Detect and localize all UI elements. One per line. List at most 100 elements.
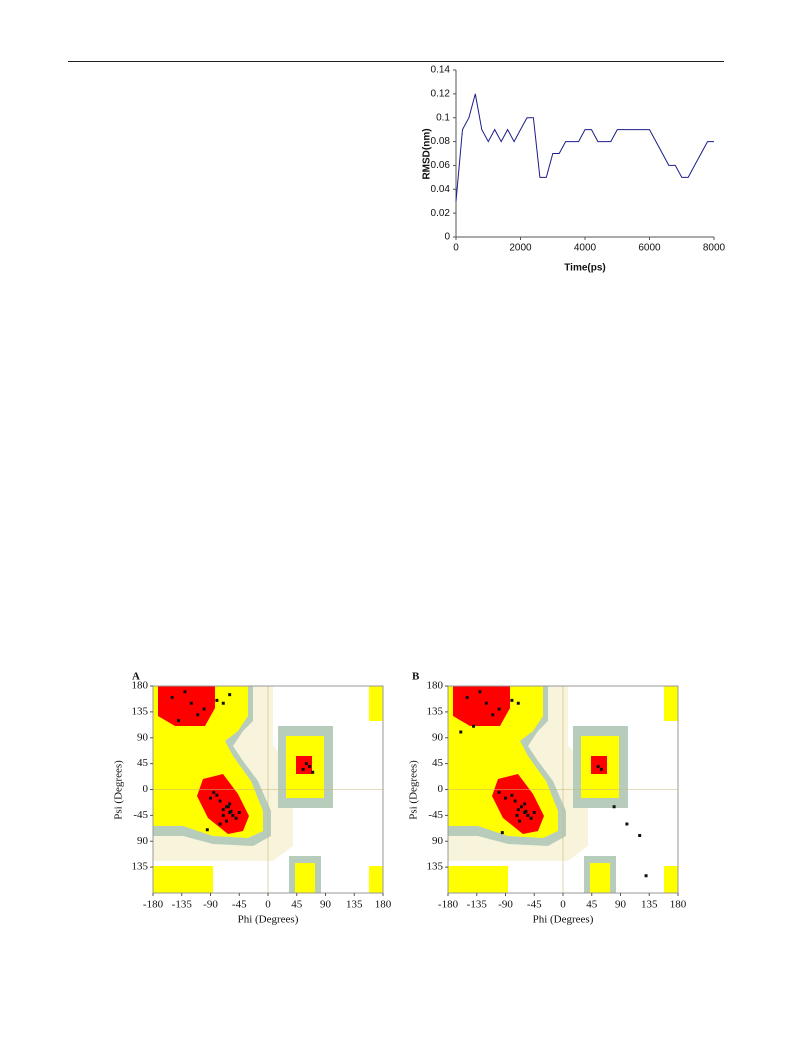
- y-tick-label: 0.1: [436, 112, 450, 123]
- y-tick-label: 0.04: [431, 184, 451, 195]
- residue-point: [218, 822, 222, 826]
- y-tick-label: 90: [432, 731, 444, 743]
- x-tick-label: 90: [320, 899, 332, 911]
- x-tick-label: 180: [375, 899, 392, 911]
- residue-point: [234, 816, 238, 820]
- y-tick-label: -45: [133, 809, 148, 821]
- residue-point: [221, 813, 225, 817]
- x-axis-label: Phi (Degrees): [238, 914, 299, 926]
- residue-point: [177, 719, 181, 722]
- x-tick-label: 45: [586, 899, 598, 911]
- y-tick-label: 0.14: [431, 65, 451, 76]
- residue-point: [209, 796, 212, 800]
- residue-point: [311, 770, 315, 774]
- y-tick-label: 45: [137, 757, 149, 769]
- x-tick-label: 6000: [638, 243, 661, 254]
- x-tick-label: 8000: [703, 243, 725, 254]
- residue-point: [304, 762, 308, 766]
- y-tick-label: 135: [132, 705, 149, 717]
- residue-point: [212, 790, 216, 794]
- residue-point: [459, 730, 463, 734]
- residue-point: [497, 790, 501, 794]
- regions: [447, 685, 679, 894]
- residue-point: [491, 713, 495, 717]
- x-tick-label: -180: [143, 899, 164, 911]
- y-tick-label: 45: [432, 757, 444, 769]
- header-rule: [68, 61, 724, 62]
- y-tick-label: 0.12: [431, 88, 451, 99]
- residue-point: [644, 874, 648, 878]
- residue-point: [625, 822, 629, 826]
- residue-point: [205, 828, 209, 832]
- residue-point: [526, 813, 530, 817]
- residue-point: [510, 793, 514, 797]
- x-tick-label: -90: [498, 899, 513, 911]
- residue-point: [529, 816, 533, 820]
- y-tick-label: 135: [427, 861, 444, 873]
- y-tick-label: 90: [137, 835, 149, 847]
- y-tick-label: 0: [438, 783, 444, 795]
- ramachandran-b: B Phi (Degrees) Psi (Degrees) 180 135 90 45…: [408, 671, 687, 926]
- y-tick-label: 0.02: [431, 208, 451, 219]
- y-axis-label: Psi (Degrees): [113, 760, 125, 820]
- residue-point: [202, 707, 206, 711]
- residue-point: [599, 767, 603, 771]
- residue-point: [638, 834, 642, 837]
- y-tick-label: 90: [137, 731, 149, 743]
- x-tick-label: 180: [670, 899, 687, 911]
- residue-point: [478, 690, 482, 694]
- x-tick-label: -90: [203, 899, 218, 911]
- y-tick-label: 0: [143, 783, 149, 795]
- residue-point: [484, 701, 488, 705]
- residue-point: [170, 696, 174, 699]
- residue-point: [596, 765, 600, 768]
- x-tick-label: -180: [438, 899, 459, 911]
- x-tick-label: 0: [560, 899, 566, 911]
- y-tick-label: 0.08: [431, 136, 451, 147]
- x-tick-label: -135: [172, 899, 193, 911]
- rmsd-chart: Time(ps) RMSD(nm) 0 0.02 0.04 0.06 0.08 0.1 0.…: [422, 65, 725, 274]
- residue-point: [515, 813, 519, 817]
- x-tick-label: 135: [346, 899, 363, 911]
- residue-point: [612, 805, 616, 809]
- residue-point: [228, 802, 232, 806]
- y-tick-label: -45: [428, 809, 443, 821]
- residue-point: [231, 813, 235, 817]
- y-tick-label: 135: [427, 705, 444, 717]
- residue-point: [519, 805, 523, 809]
- residue-point: [221, 808, 225, 812]
- y-tick-label: 180: [427, 680, 444, 692]
- y-tick-label: 90: [432, 835, 444, 847]
- rmsd-line: [455, 93, 714, 202]
- residue-point: [215, 698, 219, 702]
- residue-point: [497, 707, 501, 711]
- y-axis-label: Psi (Degrees): [408, 760, 420, 820]
- residue-point: [221, 701, 225, 705]
- residue-point: [218, 799, 222, 803]
- x-tick-label: 4000: [574, 243, 597, 254]
- x-tick-label: 90: [615, 899, 627, 911]
- residue-point: [465, 696, 469, 699]
- residue-point: [226, 805, 230, 809]
- residue-point: [523, 802, 527, 806]
- y-axis-label: RMSD(nm): [422, 128, 433, 179]
- residue-point: [518, 819, 522, 823]
- y-tick-label: 135: [132, 861, 149, 873]
- x-tick-label: 0: [453, 243, 459, 254]
- x-tick-label: 0: [265, 899, 271, 911]
- residue-point: [183, 690, 187, 694]
- x-axis-label: Phi (Degrees): [533, 914, 594, 926]
- x-tick-label: -45: [527, 899, 542, 911]
- residue-point: [524, 809, 528, 813]
- residue-point: [516, 701, 520, 705]
- residue-point: [532, 811, 536, 814]
- residue-point: [510, 698, 514, 702]
- residue-point: [224, 819, 228, 823]
- x-tick-label: -135: [467, 899, 488, 911]
- panel-label: A: [132, 671, 140, 683]
- panel-label: B: [412, 671, 420, 683]
- residue-point: [516, 808, 520, 812]
- residue-point: [196, 713, 200, 717]
- residue-point: [229, 809, 233, 813]
